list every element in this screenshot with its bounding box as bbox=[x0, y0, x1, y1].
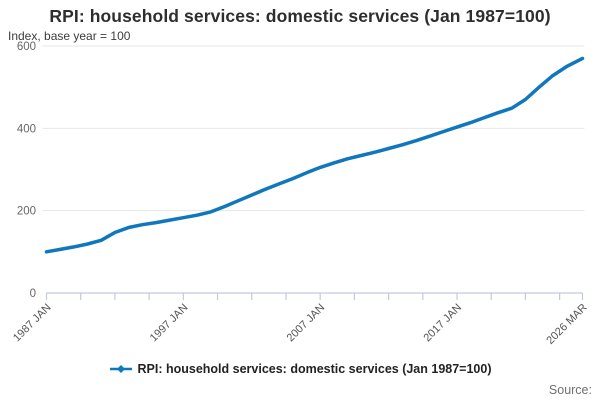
x-tick-label: 1997 JAN bbox=[148, 302, 191, 345]
x-tick-label: 2026 MAR bbox=[544, 302, 589, 347]
legend: RPI: household services: domestic servic… bbox=[0, 362, 600, 376]
x-tick-label: 2017 JAN bbox=[421, 302, 464, 345]
legend-item-label: RPI: household services: domestic servic… bbox=[137, 362, 492, 376]
legend-line-marker-icon bbox=[109, 365, 132, 373]
x-tick-label: 2007 JAN bbox=[285, 302, 328, 345]
chart-subtitle: Index, base year = 100 bbox=[8, 29, 131, 43]
y-tick-label: 400 bbox=[17, 123, 36, 135]
y-axis-labels: 0 200 400 600 bbox=[17, 41, 36, 300]
x-axis-labels: 1987 JAN 1997 JAN 2007 JAN 2017 JAN 2026 MAR bbox=[11, 302, 590, 347]
series-line bbox=[44, 56, 585, 254]
y-tick-label: 600 bbox=[17, 41, 36, 53]
legend-item[interactable]: RPI: household services: domestic servic… bbox=[109, 362, 492, 376]
source-note: Source: bbox=[548, 383, 592, 397]
y-gridlines bbox=[42, 45, 585, 212]
y-tick-label: 200 bbox=[17, 206, 36, 218]
x-axis-ticks bbox=[45, 293, 584, 300]
y-tick-label: 0 bbox=[30, 288, 36, 300]
x-tick-label: 1987 JAN bbox=[11, 302, 54, 345]
chart-title: RPI: household services: domestic servic… bbox=[49, 6, 551, 26]
